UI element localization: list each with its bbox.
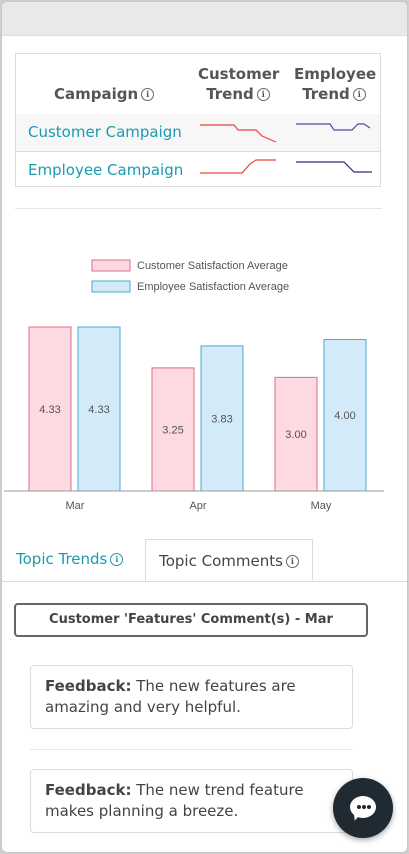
dot xyxy=(367,805,371,809)
trend-line xyxy=(296,123,371,131)
divider xyxy=(15,208,382,209)
employee-trend-sparkline xyxy=(296,161,372,173)
x-tick-label: Mar xyxy=(66,500,85,512)
customer-trend-sparkline xyxy=(200,159,276,174)
legend-label: Customer Satisfaction Average xyxy=(137,260,288,272)
trend-line xyxy=(200,159,276,174)
info-icon[interactable]: i xyxy=(110,553,124,566)
info-icon[interactable]: i xyxy=(352,88,366,101)
trend-line xyxy=(296,161,372,173)
comment-text: The new trend feature makes planning a b… xyxy=(45,781,304,820)
campaign-link[interactable]: Customer Campaign xyxy=(28,123,182,141)
dot xyxy=(357,805,361,809)
x-tick-label: Apr xyxy=(189,500,206,512)
dot xyxy=(362,805,366,809)
campaign-link[interactable]: Employee Campaign xyxy=(28,161,184,179)
table-row: Customer Campaign xyxy=(16,114,380,152)
bar xyxy=(323,338,367,492)
bar-value-label: 3.83 xyxy=(211,413,232,425)
bar xyxy=(77,326,121,492)
comment-card: Feedback: The new trend feature makes pl… xyxy=(30,769,353,833)
x-tick-label: May xyxy=(311,500,332,512)
comment-label: Feedback: xyxy=(45,677,132,695)
info-icon[interactable]: i xyxy=(256,88,270,101)
bar xyxy=(28,326,72,492)
tab-topic-comments[interactable]: Topic Comments i xyxy=(145,539,313,581)
customer-trend-header[interactable]: Customer Trend i xyxy=(198,65,280,103)
bar-value-label: 4.33 xyxy=(39,404,60,416)
bar-value-label: 3.00 xyxy=(285,429,306,441)
bar-value-label: 4.33 xyxy=(88,404,109,416)
info-icon[interactable]: i xyxy=(141,88,155,101)
chat-bubble-icon[interactable] xyxy=(333,778,393,838)
comment-label: Feedback: xyxy=(45,781,132,799)
employee-trend-sparkline xyxy=(296,123,371,131)
bar-value-label: 4.00 xyxy=(334,410,355,422)
trend-line xyxy=(200,124,277,143)
satisfaction-bar-chart: Customer Satisfaction Average Employee Sa… xyxy=(4,259,384,512)
tab-topic-trends[interactable]: Topic Trends i xyxy=(16,550,124,568)
table-header: Campaign i Customer Trend i Employee Trend… xyxy=(16,54,380,115)
top-bar xyxy=(2,2,407,36)
campaign-header[interactable]: Campaign i xyxy=(54,84,155,104)
campaign-table: Campaign i Customer Trend i Employee Trend… xyxy=(15,53,381,187)
comment-text: The new features are amazing and very he… xyxy=(45,677,296,716)
info-icon[interactable]: i xyxy=(285,555,299,568)
bar xyxy=(151,367,195,492)
divider xyxy=(30,749,353,750)
comment-card: Feedback: The new features are amazing a… xyxy=(30,665,353,729)
legend-swatch xyxy=(91,280,131,293)
tab-bar: Topic Trends i Topic Comments i xyxy=(2,539,407,582)
legend-label: Employee Satisfaction Average xyxy=(137,281,289,293)
table-row: Employee Campaign xyxy=(16,152,380,189)
customer-trend-sparkline xyxy=(200,124,277,143)
employee-trend-header[interactable]: Employee Trend i xyxy=(294,65,377,103)
comments-banner: Customer 'Features' Comment(s) - Mar xyxy=(14,603,368,637)
bar xyxy=(200,345,244,492)
bar-value-label: 3.25 xyxy=(162,424,183,436)
legend-swatch xyxy=(91,259,131,272)
